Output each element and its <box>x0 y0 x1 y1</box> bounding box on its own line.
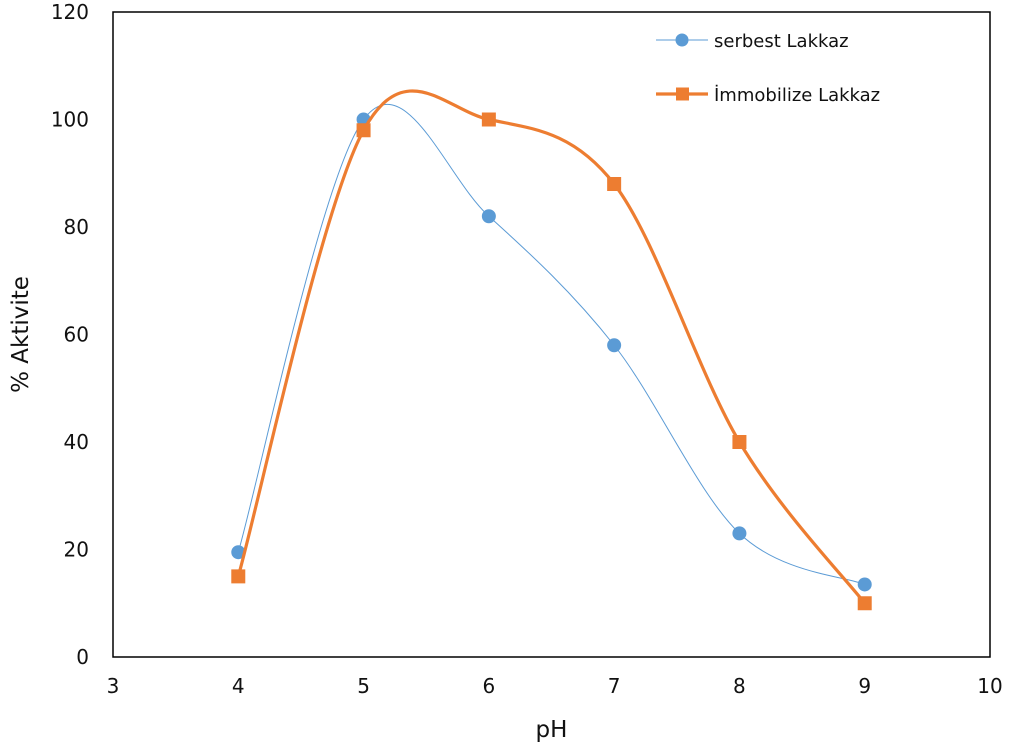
y-tick-label: 80 <box>64 215 89 239</box>
x-axis-title: pH <box>536 717 568 743</box>
x-axis-ticks: 3 4 5 6 7 8 9 10 <box>107 674 1003 698</box>
legend-item: İmmobilize Lakkaz <box>656 85 880 106</box>
x-tick-label: 5 <box>357 674 370 698</box>
x-tick-label: 6 <box>482 674 495 698</box>
legend-marker-circle <box>675 33 689 47</box>
data-point-square <box>481 112 496 127</box>
data-point-square <box>857 596 872 611</box>
plot-area <box>112 11 991 658</box>
data-point-circle <box>481 209 496 224</box>
x-tick-label: 9 <box>858 674 871 698</box>
data-point-square <box>231 569 246 584</box>
x-tick-label: 3 <box>107 674 120 698</box>
legend: serbest Lakkaz İmmobilize Lakkaz <box>656 31 880 106</box>
y-tick-label: 0 <box>76 645 89 669</box>
data-point-square <box>732 435 747 449</box>
x-tick-label: 7 <box>608 674 621 698</box>
x-tick-label: 4 <box>232 674 245 698</box>
legend-item: serbest Lakkaz <box>656 31 849 52</box>
y-tick-label: 60 <box>64 323 89 347</box>
series-2 <box>231 89 872 611</box>
data-point-circle <box>732 526 747 541</box>
x-tick-label: 8 <box>733 674 746 698</box>
data-point-square <box>607 177 622 191</box>
legend-marker-square <box>676 87 689 101</box>
y-tick-label: 120 <box>51 0 89 24</box>
series-line <box>236 89 866 605</box>
series-line <box>237 103 865 585</box>
data-point-circle <box>231 545 246 560</box>
y-tick-label: 40 <box>64 430 89 454</box>
y-axis-title: % Aktivite <box>8 276 34 393</box>
data-point-square <box>356 123 371 138</box>
legend-label: serbest Lakkaz <box>714 31 849 52</box>
series-1 <box>231 103 872 592</box>
series-layer <box>231 89 872 611</box>
y-tick-label: 20 <box>64 538 89 562</box>
y-axis-ticks: 0 20 40 60 80 100 120 <box>51 0 89 669</box>
data-point-circle <box>857 577 872 592</box>
plot-frame <box>112 11 991 658</box>
legend-label: İmmobilize Lakkaz <box>714 85 880 106</box>
data-point-circle <box>607 338 622 353</box>
y-tick-label: 100 <box>51 108 89 132</box>
x-tick-label: 10 <box>977 674 1002 698</box>
